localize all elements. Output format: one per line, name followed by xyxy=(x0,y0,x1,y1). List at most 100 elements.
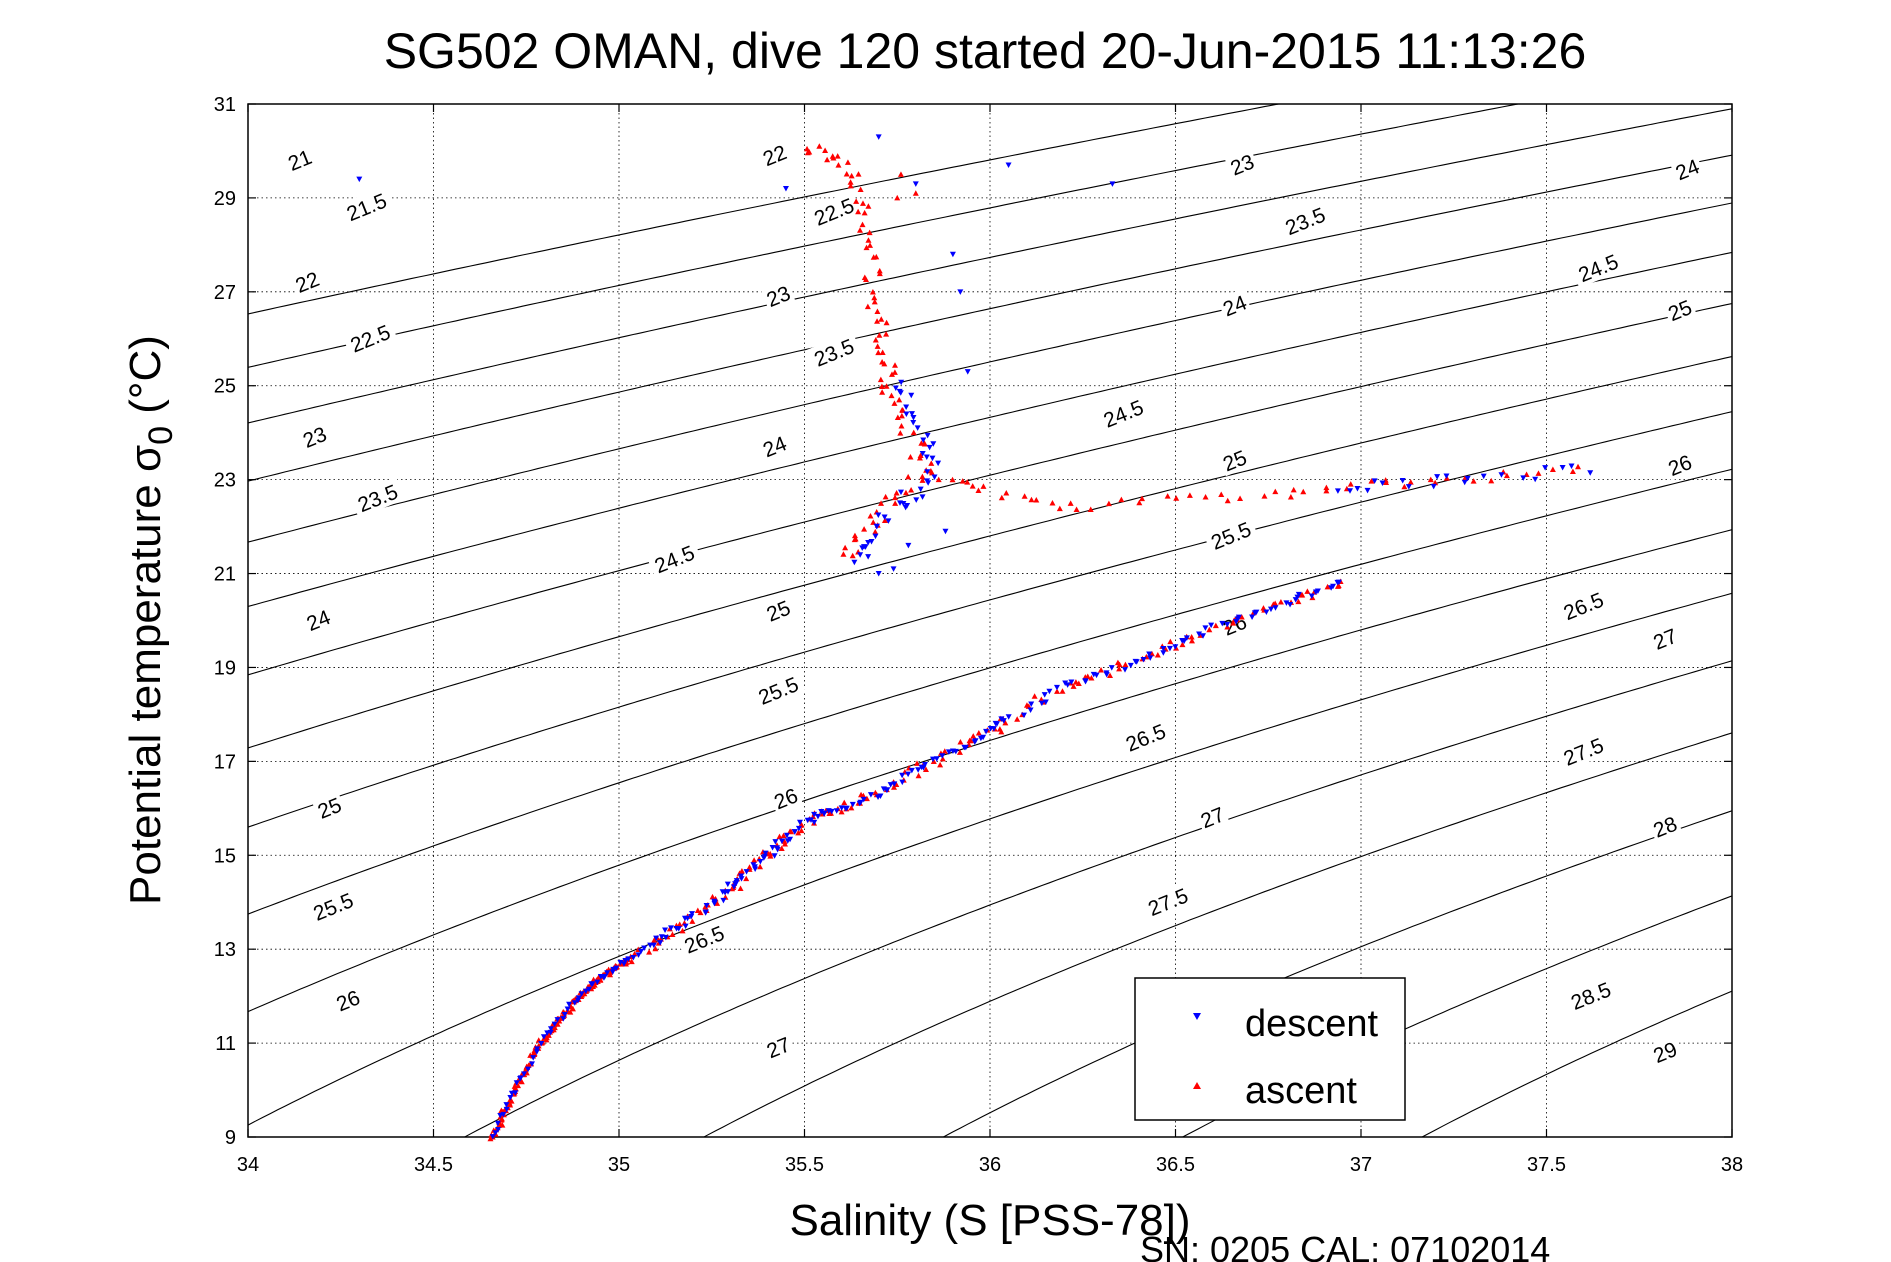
ascent-point xyxy=(1218,491,1225,498)
descent-point xyxy=(796,819,803,826)
ascent-point xyxy=(826,810,833,817)
ascent-point xyxy=(1290,486,1297,493)
ascent-point xyxy=(871,298,878,305)
descent-point xyxy=(625,956,632,962)
ascent-point xyxy=(1014,716,1021,722)
descent-point xyxy=(1430,483,1437,490)
ascent-point xyxy=(1122,661,1129,668)
ascent-point xyxy=(882,493,889,500)
ascent-point xyxy=(822,147,829,154)
descent-point xyxy=(908,392,915,399)
contour-label-bg xyxy=(342,317,398,359)
ascent-point xyxy=(980,483,987,489)
density-contour-line xyxy=(248,411,1732,828)
descent-point xyxy=(1183,635,1190,641)
descent-point xyxy=(843,805,850,812)
ascent-point xyxy=(859,200,866,206)
descent-point xyxy=(872,533,879,540)
contour-label-bg xyxy=(768,781,804,815)
descent-point xyxy=(885,518,892,524)
ascent-point xyxy=(497,1120,504,1127)
ascent-point xyxy=(551,1024,558,1031)
density-contour-line xyxy=(248,104,1521,368)
ascent-point xyxy=(883,331,890,337)
descent-point xyxy=(507,1095,514,1101)
ascent-point xyxy=(1114,659,1121,666)
descent-point xyxy=(891,781,898,787)
ascent-point xyxy=(876,270,883,277)
descent-point xyxy=(703,902,710,909)
descent-point xyxy=(1399,478,1406,484)
descent-point xyxy=(964,369,971,375)
ascent-point xyxy=(872,337,879,343)
descent-point xyxy=(554,1017,561,1023)
ascent-point xyxy=(865,203,872,209)
descent-point xyxy=(811,811,818,818)
ascent-point xyxy=(1347,481,1354,487)
descent-point xyxy=(702,909,709,916)
descent-point xyxy=(540,1034,547,1040)
descent-point xyxy=(1532,476,1539,483)
ascent-point xyxy=(1535,470,1542,476)
ascent-point xyxy=(876,332,883,338)
descent-point xyxy=(547,1029,554,1036)
ascent-point xyxy=(876,267,883,274)
descent-point xyxy=(1202,625,1209,631)
contour-label-bg xyxy=(305,885,361,927)
contour-label-bg xyxy=(760,1030,796,1064)
ascent-point xyxy=(1188,633,1195,640)
descent-point xyxy=(924,432,931,439)
descent-point xyxy=(774,846,781,853)
ascent-point xyxy=(848,172,855,179)
ascent-point xyxy=(888,371,895,377)
descent-point xyxy=(930,441,937,447)
ascent-point xyxy=(892,500,899,506)
ascent-point xyxy=(1188,637,1195,644)
descent-point xyxy=(1219,620,1226,627)
ascent-point xyxy=(898,422,905,429)
ascent-point xyxy=(841,799,848,806)
y-tick-label: 29 xyxy=(214,188,236,210)
descent-point xyxy=(931,474,938,481)
ascent-point xyxy=(1107,672,1114,679)
ascent-point xyxy=(883,383,890,389)
ascent-point xyxy=(838,808,845,815)
descent-point xyxy=(534,1046,541,1052)
descent-point xyxy=(833,808,840,814)
ascent-point xyxy=(751,857,758,863)
ascent-point xyxy=(883,319,890,326)
x-tick-label: 35.5 xyxy=(785,1154,824,1176)
descent-point xyxy=(884,787,891,793)
contour-label-bg xyxy=(750,669,806,711)
ascent-point xyxy=(1300,488,1307,495)
descent-point xyxy=(987,725,994,732)
descent-point xyxy=(533,1049,540,1055)
descent-point xyxy=(933,756,940,762)
descent-point xyxy=(538,1041,545,1047)
contour-label-bg xyxy=(1224,147,1260,181)
ascent-point xyxy=(937,761,944,768)
descent-point xyxy=(783,832,790,839)
descent-point xyxy=(917,486,924,493)
descent-point xyxy=(924,478,931,484)
ascent-point xyxy=(1023,702,1030,708)
ascent-point xyxy=(857,186,864,193)
contour-label-bg xyxy=(311,791,347,824)
descent-point xyxy=(1147,655,1154,661)
ascent-point xyxy=(892,362,899,368)
ascent-point xyxy=(967,737,974,744)
descent-point xyxy=(1234,616,1241,622)
ascent-point xyxy=(1067,500,1074,506)
descent-point xyxy=(875,571,882,577)
descent-point xyxy=(915,767,922,773)
ascent-point xyxy=(1167,638,1174,645)
descent-point xyxy=(601,973,608,980)
legend-descent-marker xyxy=(1193,1013,1201,1020)
descent-point xyxy=(808,817,815,823)
ascent-point xyxy=(795,829,802,836)
contour-label-bg xyxy=(338,185,395,227)
descent-point xyxy=(564,1006,571,1012)
legend-box xyxy=(1134,977,1406,1121)
y-tick-label: 31 xyxy=(214,94,236,116)
ascent-point xyxy=(878,500,885,506)
